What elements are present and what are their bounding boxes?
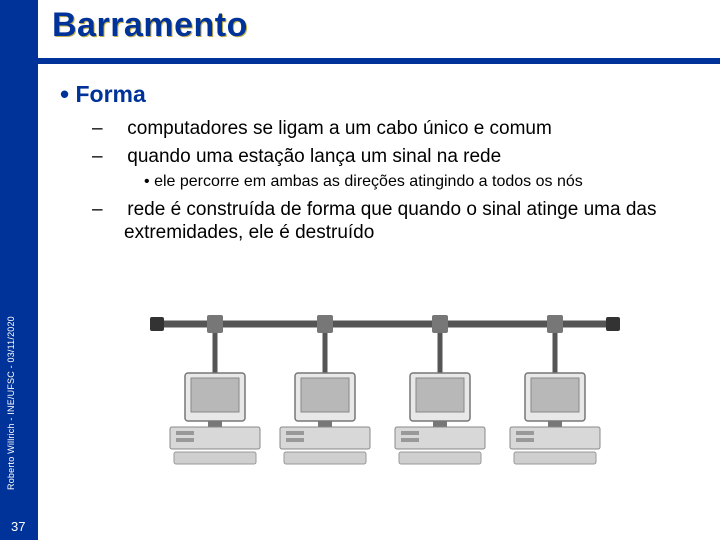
bullet-lvl1: • Forma bbox=[60, 78, 700, 109]
page-number: 37 bbox=[11, 519, 25, 534]
dash-icon: – bbox=[108, 198, 122, 222]
bus-topology-diagram bbox=[150, 300, 630, 505]
bullet-dot-icon: • bbox=[60, 79, 69, 109]
content: • Forma – computadores se ligam a um cab… bbox=[60, 78, 700, 248]
bullet-lvl3-text: ele percorre em ambas as direções atingi… bbox=[154, 173, 583, 190]
slide: Roberto Willrich - INE/UFSC - 03/11/2020… bbox=[0, 0, 720, 540]
sidebar-credit: Roberto Willrich - INE/UFSC - 03/11/2020 bbox=[6, 316, 16, 490]
bullet-lvl3: • ele percorre em ambas as direções atin… bbox=[144, 172, 700, 192]
bullet-lvl2: – quando uma estação lança um sinal na r… bbox=[108, 145, 700, 169]
title-rule bbox=[0, 58, 720, 64]
bullet-lvl2-text: computadores se ligam a um cabo único e … bbox=[127, 118, 552, 139]
bullet-dot-icon: • bbox=[144, 173, 150, 190]
bullet-lvl1-text: Forma bbox=[76, 81, 146, 107]
bus-topology-svg bbox=[150, 300, 630, 500]
bullet-lvl2-text: quando uma estação lança um sinal na red… bbox=[127, 146, 501, 167]
bullet-lvl2: – computadores se ligam a um cabo único … bbox=[108, 117, 700, 141]
bullet-lvl2-text: rede é construída de forma que quando o … bbox=[124, 199, 656, 244]
dash-icon: – bbox=[108, 117, 122, 141]
dash-icon: – bbox=[108, 145, 122, 169]
bullet-lvl2: – rede é construída de forma que quando … bbox=[108, 198, 700, 246]
slide-title: Barramento bbox=[52, 6, 248, 45]
